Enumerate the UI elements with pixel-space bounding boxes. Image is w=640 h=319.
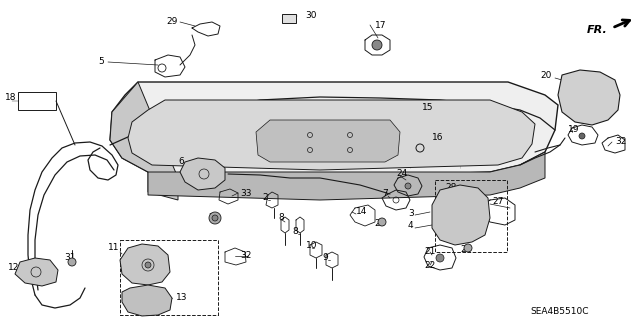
Text: 6: 6 [178, 158, 184, 167]
Text: 21: 21 [424, 248, 435, 256]
Text: 10: 10 [306, 241, 317, 250]
Circle shape [145, 262, 151, 268]
Circle shape [212, 215, 218, 221]
Polygon shape [120, 244, 170, 285]
Polygon shape [110, 82, 178, 200]
Bar [120, 240, 218, 315]
Polygon shape [558, 70, 620, 125]
Bar [435, 180, 507, 252]
Text: 30: 30 [305, 11, 317, 20]
Polygon shape [15, 258, 58, 286]
Text: 28: 28 [445, 182, 456, 191]
Text: 3: 3 [408, 209, 413, 218]
Circle shape [209, 212, 221, 224]
Text: 9: 9 [322, 254, 328, 263]
Text: 24: 24 [396, 169, 407, 179]
Text: 32: 32 [240, 251, 252, 261]
Polygon shape [256, 120, 400, 162]
Circle shape [579, 133, 585, 139]
Text: 17: 17 [375, 20, 387, 29]
Text: 26: 26 [460, 246, 472, 255]
Text: SEA4B5510C: SEA4B5510C [530, 308, 589, 316]
Text: 4: 4 [408, 221, 413, 231]
Polygon shape [122, 285, 172, 316]
Text: 12: 12 [8, 263, 19, 272]
Text: 23: 23 [208, 213, 220, 222]
Text: 7: 7 [382, 189, 388, 198]
Polygon shape [148, 152, 545, 200]
Bar [282, 14, 296, 23]
Circle shape [372, 40, 382, 50]
Text: 14: 14 [356, 207, 367, 217]
Bar [18, 92, 56, 110]
Circle shape [464, 244, 472, 252]
Circle shape [436, 254, 444, 262]
Text: 20: 20 [540, 71, 552, 80]
Text: 25: 25 [374, 219, 385, 228]
Text: 5: 5 [98, 57, 104, 66]
Polygon shape [110, 82, 558, 178]
Text: 8: 8 [292, 227, 298, 236]
Text: 15: 15 [422, 103, 433, 113]
Text: 31: 31 [64, 254, 76, 263]
Text: 27: 27 [492, 197, 504, 206]
Polygon shape [180, 158, 225, 190]
Text: 8: 8 [278, 213, 284, 222]
Text: 11: 11 [108, 243, 120, 253]
Circle shape [405, 183, 411, 189]
Polygon shape [128, 100, 535, 170]
Text: 29: 29 [166, 18, 177, 26]
Text: 16: 16 [432, 133, 444, 143]
Text: 13: 13 [176, 293, 188, 302]
Text: 2: 2 [262, 194, 268, 203]
Text: 19: 19 [568, 125, 579, 135]
Text: 18: 18 [5, 93, 17, 102]
Polygon shape [432, 185, 490, 245]
Text: 22: 22 [424, 261, 435, 270]
Text: 33: 33 [240, 189, 252, 197]
Circle shape [68, 258, 76, 266]
Text: 32: 32 [615, 137, 627, 146]
Text: FR.: FR. [588, 25, 608, 35]
Circle shape [378, 218, 386, 226]
